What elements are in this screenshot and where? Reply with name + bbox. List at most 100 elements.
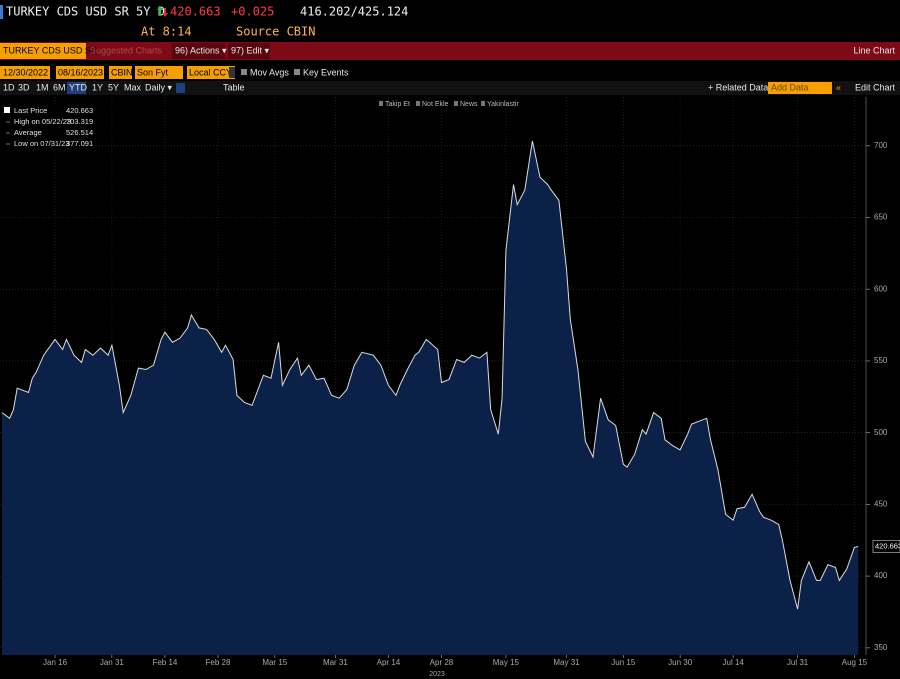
legend-value: 420.663 — [66, 106, 93, 115]
table-button[interactable]: Table — [223, 82, 245, 92]
period-button[interactable]: 3D — [18, 82, 30, 92]
start-date[interactable]: 12/30/2022 — [3, 67, 48, 77]
line-icon[interactable] — [176, 83, 185, 93]
field-box[interactable] — [135, 66, 183, 79]
view-name: Line Chart — [853, 45, 895, 55]
stat-value: 377.091 — [66, 139, 93, 148]
x-tick-label: May 15 — [493, 658, 520, 667]
tool-button[interactable]: Not Ekle — [422, 101, 449, 108]
y-tick-label: 700 — [874, 141, 888, 150]
quote-source: Source CBIN — [236, 25, 315, 39]
y-tick-label: 550 — [874, 356, 888, 365]
tool-icon[interactable] — [379, 101, 383, 106]
currency-box[interactable] — [187, 66, 235, 79]
x-axis-label: 2023 — [429, 671, 445, 678]
y-tick-label: 600 — [874, 284, 888, 293]
related-data[interactable]: + Related Data ▾ — [708, 82, 776, 92]
x-tick-label: Jun 30 — [668, 658, 693, 667]
period-button[interactable]: 6M — [53, 82, 66, 92]
price-change: +0.025 — [231, 5, 274, 19]
tool-button[interactable]: Takip Et — [385, 101, 410, 108]
mov-avgs-checkbox[interactable] — [241, 69, 247, 75]
legend-swatch — [4, 107, 10, 113]
x-tick-label: Mar 15 — [262, 658, 287, 667]
source-box[interactable] — [109, 66, 132, 79]
last-price-box — [872, 540, 900, 553]
stat-label: High on 05/22/23 — [14, 117, 71, 126]
period-buttons: 1D 3D 1M 6M YTD 1Y 5Y Max — [3, 82, 142, 94]
tool-button[interactable]: Yakinlastir — [487, 101, 519, 108]
period-button[interactable]: YTD — [69, 82, 88, 92]
add-data-box[interactable] — [768, 82, 832, 94]
period-bar — [0, 81, 900, 95]
chart-tools: Takip Et Not Ekle News Yakinlastir — [379, 101, 519, 108]
tool-icon[interactable] — [454, 101, 458, 106]
last-price-label: 420.663 — [875, 541, 900, 550]
actions-button[interactable]: 96) Actions ▾ — [175, 45, 227, 55]
edit-button[interactable]: 97) Edit ▾ — [231, 45, 270, 55]
currency-dropdown[interactable] — [229, 67, 235, 78]
price-line — [1, 140, 859, 610]
plot-area: 350 400 450 500 550 600 650 700 Jan 16 Jan 31 Feb … — [0, 97, 900, 678]
period-button[interactable]: 1Y — [92, 82, 103, 92]
y-tick-label: 500 — [874, 428, 888, 437]
x-tick-label: Feb 28 — [205, 658, 230, 667]
legend-name: Last Price — [14, 106, 47, 115]
period-button[interactable]: 5Y — [108, 82, 119, 92]
frequency[interactable]: Daily ▾ — [145, 82, 173, 92]
x-tick-label: Apr 28 — [430, 658, 454, 667]
tool-icon[interactable] — [481, 101, 485, 106]
period-button[interactable]: 1D — [3, 82, 15, 92]
x-tick-label: May 31 — [553, 658, 580, 667]
period-button[interactable]: Max — [124, 82, 142, 92]
stat-value: 526.514 — [66, 128, 93, 137]
area-fill — [2, 141, 859, 655]
price-field[interactable]: Son Fyt — [137, 67, 169, 77]
x-tick-label: Aug 15 — [842, 658, 868, 667]
x-tick-label: Jul 31 — [787, 658, 809, 667]
ticker: TURKEY CDS USD SR 5Y D — [6, 5, 165, 19]
quote-time: At 8:14 — [141, 25, 192, 39]
tool-button[interactable]: News — [460, 101, 478, 108]
key-events[interactable]: Key Events — [303, 67, 349, 77]
actions-button-bg[interactable] — [172, 43, 225, 59]
bid-ask-range: 416.202/425.124 — [300, 5, 408, 19]
y-tick-label: 400 — [874, 571, 888, 580]
price-arrow-down — [162, 8, 168, 17]
source-field[interactable]: CBIN — [111, 67, 133, 77]
last-price: 420.663 — [170, 5, 221, 19]
edit-chart[interactable]: Edit Chart — [855, 82, 896, 92]
period-button[interactable]: 1M — [36, 82, 49, 92]
tool-icon[interactable] — [416, 101, 420, 106]
x-tick-label: Jan 16 — [43, 658, 68, 667]
x-tick-label: Jul 14 — [723, 658, 745, 667]
security-name[interactable]: TURKEY CDS USD SR — [3, 45, 98, 55]
legend-box — [0, 104, 96, 156]
stat-label: Low on 07/31/23 — [14, 139, 69, 148]
security-box[interactable] — [0, 43, 86, 59]
x-tick-label: Feb 14 — [152, 658, 177, 667]
price-arrow-up — [157, 6, 163, 15]
edit-button-bg[interactable] — [228, 43, 270, 59]
currency-field[interactable]: Local CCY — [189, 67, 232, 77]
ticker-marker — [0, 5, 3, 19]
end-date[interactable]: 08/16/2023 — [58, 67, 103, 77]
period-selected[interactable] — [67, 82, 86, 94]
y-tick-label: 350 — [874, 643, 888, 652]
collapse-icon[interactable]: « — [836, 82, 841, 92]
x-tick-label: Jan 31 — [100, 658, 125, 667]
mov-avgs[interactable]: Mov Avgs — [250, 67, 289, 77]
x-tick-label: Apr 14 — [377, 658, 401, 667]
suggested-charts[interactable]: Suggested Charts — [90, 45, 163, 55]
add-data[interactable]: Add Data — [771, 82, 809, 92]
x-tick-label: Mar 31 — [323, 658, 348, 667]
y-tick-label: 650 — [874, 213, 888, 222]
start-date-box[interactable] — [0, 66, 50, 79]
key-events-checkbox[interactable] — [294, 69, 300, 75]
x-tick-label: Jun 15 — [611, 658, 636, 667]
stat-label: Average — [14, 128, 42, 137]
end-date-box[interactable] — [56, 66, 104, 79]
